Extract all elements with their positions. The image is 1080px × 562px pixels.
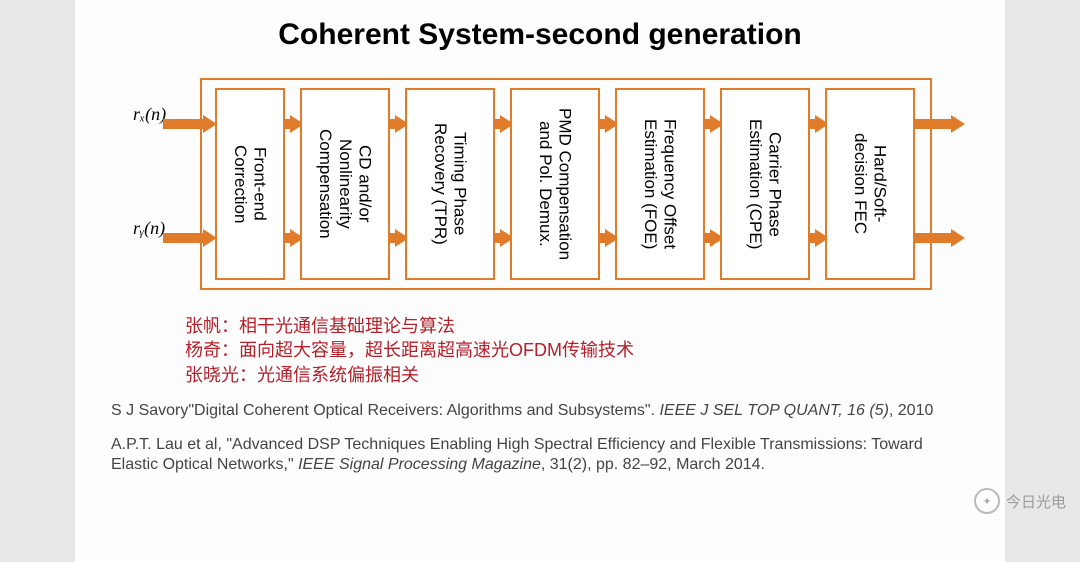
- dsp-block-0: Front-end Correction: [215, 88, 285, 280]
- reference-1: A.P.T. Lau et al, "Advanced DSP Techniqu…: [111, 435, 969, 475]
- input-label-0: rₓ(n): [133, 104, 166, 125]
- red-note-line: 张帆：相干光通信基础理论与算法: [185, 314, 975, 338]
- dsp-block-6: Hard/Soft- decision FEC: [825, 88, 915, 280]
- red-note-line: 杨奇：面向超大容量，超长距离超高速光OFDM传输技术: [185, 338, 975, 362]
- dsp-block-label: Front-end Correction: [230, 145, 269, 223]
- dsp-block-label: PMD Compensation and Pol. Demux.: [535, 108, 574, 260]
- dsp-block-5: Carrier Phase Estimation (CPE): [720, 88, 810, 280]
- red-notes: 张帆：相干光通信基础理论与算法杨奇：面向超大容量，超长距离超高速光OFDM传输技…: [185, 314, 975, 387]
- slide-title: Coherent System-second generation: [105, 18, 975, 52]
- dsp-block-label: CD and/or Nonlinearity Compensation: [316, 129, 375, 239]
- dsp-block-label: Carrier Phase Estimation (CPE): [745, 119, 784, 249]
- flow-arrow: [913, 115, 963, 133]
- watermark-icon: ✦: [974, 488, 1000, 514]
- red-note-line: 张晓光：光通信系统偏振相关: [185, 363, 975, 387]
- block-diagram: rₓ(n) rᵧ(n) Front-end Correction CD and/or …: [105, 70, 975, 300]
- flow-arrow: [163, 229, 215, 247]
- dsp-block-2: Timing Phase Recovery (TPR): [405, 88, 495, 280]
- dsp-block-1: CD and/or Nonlinearity Compensation: [300, 88, 390, 280]
- input-label-1: rᵧ(n): [133, 218, 165, 239]
- dsp-block-label: Hard/Soft- decision FEC: [850, 133, 889, 234]
- dsp-block-3: PMD Compensation and Pol. Demux.: [510, 88, 600, 280]
- watermark-text: 今日光电: [1006, 491, 1066, 512]
- dsp-block-label: Frequency Offset Estimation (FOE): [640, 119, 679, 249]
- flow-arrow: [163, 115, 215, 133]
- dsp-block-label: Timing Phase Recovery (TPR): [430, 123, 469, 245]
- slide: Coherent System-second generation rₓ(n)r…: [75, 0, 1005, 562]
- references: S J Savory"Digital Coherent Optical Rece…: [105, 401, 975, 475]
- watermark: ✦ 今日光电: [974, 488, 1066, 514]
- flow-arrow: [913, 229, 963, 247]
- reference-0: S J Savory"Digital Coherent Optical Rece…: [111, 401, 969, 421]
- dsp-block-4: Frequency Offset Estimation (FOE): [615, 88, 705, 280]
